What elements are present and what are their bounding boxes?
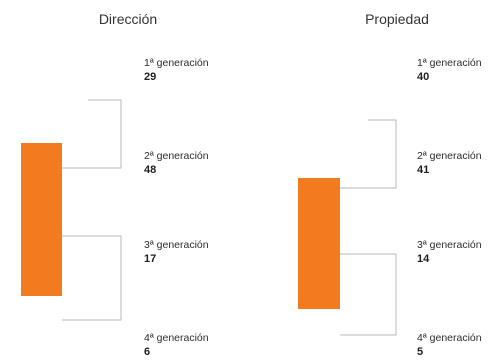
- generation-label-3: 3ª generación: [417, 239, 482, 251]
- generation-label-1: 1ª generación: [417, 57, 482, 69]
- generation-label-4: 4ª generación: [144, 332, 209, 344]
- panel-title-propiedad: Propiedad: [365, 11, 429, 27]
- panel-propiedad: Propiedad 1ª generación 40 2ª generación 41…: [298, 11, 482, 358]
- bracket-connector-2: [340, 253, 397, 336]
- generation-marks-direccion: 1ª generación 29 2ª generación 48 3ª generac…: [62, 57, 209, 358]
- panel-direccion: Dirección 1ª generación 29 2ª generación 48…: [21, 11, 209, 358]
- generation-value-4: 5: [417, 346, 423, 358]
- generation-value-2: 41: [417, 164, 429, 176]
- bracket-connector-1: [340, 119, 397, 189]
- bracket-connector-1: [62, 99, 122, 169]
- generation-label-1: 1ª generación: [144, 57, 209, 69]
- generation-label-2: 2ª generación: [417, 150, 482, 162]
- generation-value-1: 40: [417, 71, 429, 83]
- generation-label-2: 2ª generación: [144, 150, 209, 162]
- highlight-bar-direccion: [21, 143, 62, 296]
- generation-value-4: 6: [144, 346, 150, 358]
- bracket-connector-2: [62, 235, 122, 321]
- generation-value-3: 14: [417, 253, 430, 265]
- generation-label-4: 4ª generación: [417, 332, 482, 344]
- generation-marks-propiedad: 1ª generación 40 2ª generación 41 3ª generac…: [340, 57, 482, 358]
- generation-label-3: 3ª generación: [144, 239, 209, 251]
- panel-title-direccion: Dirección: [99, 11, 157, 27]
- generation-value-2: 48: [144, 164, 156, 176]
- generation-value-3: 17: [144, 253, 156, 265]
- generation-value-1: 29: [144, 71, 156, 83]
- highlight-bar-propiedad: [298, 178, 340, 309]
